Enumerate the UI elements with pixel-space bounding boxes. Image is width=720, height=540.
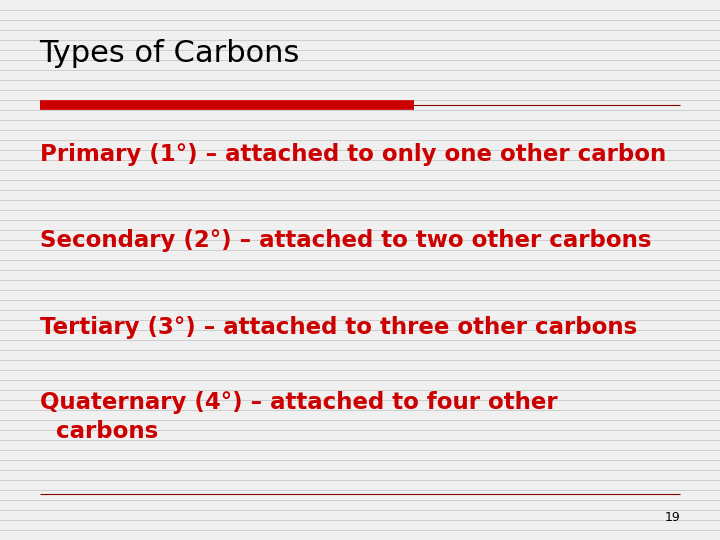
Text: 19: 19 (665, 511, 680, 524)
Text: Tertiary (3°) – attached to three other carbons: Tertiary (3°) – attached to three other … (40, 316, 637, 339)
Text: Quaternary (4°) – attached to four other
  carbons: Quaternary (4°) – attached to four other… (40, 392, 557, 443)
Text: Types of Carbons: Types of Carbons (40, 38, 300, 68)
Text: Primary (1°) – attached to only one other carbon: Primary (1°) – attached to only one othe… (40, 143, 666, 166)
Text: Secondary (2°) – attached to two other carbons: Secondary (2°) – attached to two other c… (40, 230, 651, 253)
